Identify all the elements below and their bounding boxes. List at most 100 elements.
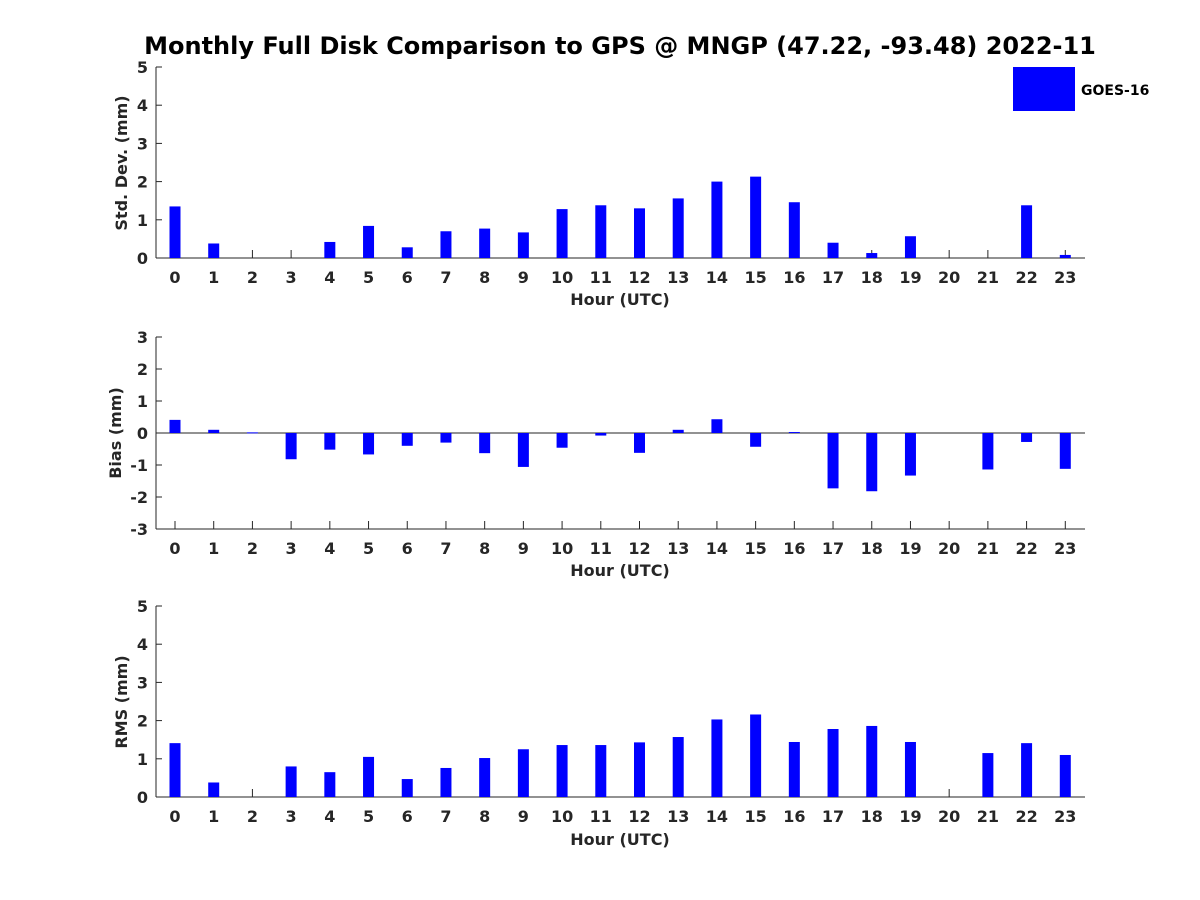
bar-std-dev-hour-8 [479,228,491,258]
y-tick-label: 1 [137,392,148,411]
x-tick-label: 3 [286,539,297,558]
x-tick-label: 2 [247,268,258,287]
bar-rms-hour-11 [595,745,607,797]
x-tick-label: 13 [667,807,689,826]
bar-rms-hour-14 [711,719,723,797]
bar-std-dev-hour-13 [672,198,684,258]
x-tick-label: 12 [628,268,650,287]
x-tick-label: 20 [938,539,960,558]
y-tick-label: 5 [137,58,148,77]
x-tick-label: 18 [861,268,883,287]
x-tick-label: 16 [783,268,805,287]
ylabel-rms: RMS (mm) [112,655,131,748]
bar-bias-hour-0 [169,419,181,433]
bar-rms-hour-17 [827,729,839,797]
x-tick-label: 4 [324,807,335,826]
bar-std-dev-hour-6 [401,247,413,258]
x-tick-label: 11 [590,807,612,826]
x-tick-label: 8 [479,268,490,287]
bar-std-dev-hour-18 [866,253,878,258]
x-tick-label: 5 [363,539,374,558]
x-tick-label: 9 [518,807,529,826]
bar-rms-hour-3 [285,766,297,797]
bar-rms-hour-15 [750,714,762,797]
x-tick-label: 21 [977,539,999,558]
x-tick-label: 9 [518,539,529,558]
x-tick-label: 6 [402,539,413,558]
x-tick-label: 1 [208,539,219,558]
x-tick-label: 10 [551,268,573,287]
x-tick-label: 14 [706,539,728,558]
y-tick-label: 5 [137,597,148,616]
bar-bias-hour-8 [479,433,491,454]
y-tick-label: 2 [137,712,148,731]
bar-bias-hour-3 [285,433,297,460]
y-tick-label: 4 [137,635,148,654]
x-tick-label: 17 [822,807,844,826]
x-tick-label: 23 [1054,807,1076,826]
x-tick-label: 2 [247,539,258,558]
bar-bias-hour-18 [866,433,878,492]
bar-bias-hour-2 [246,432,258,434]
x-tick-label: 9 [518,268,529,287]
x-tick-label: 0 [169,539,180,558]
bar-bias-hour-23 [1059,433,1071,469]
bar-std-dev-hour-23 [1059,254,1071,258]
x-tick-label: 6 [402,268,413,287]
bar-rms-hour-8 [479,758,491,797]
y-tick-label: -3 [130,520,148,539]
bar-bias-hour-15 [750,433,762,447]
bar-bias-hour-6 [401,433,413,446]
bar-std-dev-hour-19 [904,236,916,258]
xlabel-std-dev: Hour (UTC) [570,290,670,309]
x-tick-label: 15 [744,268,766,287]
bar-std-dev-hour-0 [169,206,181,258]
bar-bias-hour-12 [634,433,645,453]
xlabel-rms: Hour (UTC) [570,830,670,849]
bar-rms-hour-13 [672,737,684,797]
x-tick-label: 11 [590,268,612,287]
bar-std-dev-hour-16 [788,202,800,258]
x-tick-label: 22 [1015,539,1037,558]
x-tick-label: 17 [822,268,844,287]
x-tick-label: 12 [628,807,650,826]
x-tick-label: 20 [938,807,960,826]
legend-label: GOES-16 [1081,83,1149,99]
x-tick-label: 15 [744,807,766,826]
x-tick-label: 19 [899,268,921,287]
x-tick-label: 12 [628,539,650,558]
bar-rms-hour-1 [208,782,220,797]
x-tick-label: 19 [899,539,921,558]
y-tick-label: 3 [137,673,148,692]
x-tick-label: 7 [440,539,451,558]
bar-std-dev-hour-14 [711,181,723,258]
x-tick-label: 2 [247,807,258,826]
bar-rms-hour-16 [788,741,800,797]
x-tick-label: 19 [899,807,921,826]
y-tick-label: 4 [137,96,148,115]
ylabel-bias: Bias (mm) [106,387,125,479]
bar-rms-hour-5 [363,756,375,797]
x-tick-label: 7 [440,268,451,287]
x-tick-label: 13 [667,539,689,558]
bar-bias-hour-16 [788,432,800,434]
y-tick-label: 1 [137,750,148,769]
bar-std-dev-hour-7 [440,231,452,258]
bar-rms-hour-19 [904,741,916,797]
bar-bias-hour-22 [1021,433,1033,442]
bar-std-dev-hour-10 [556,209,568,258]
x-tick-label: 17 [822,539,844,558]
x-tick-label: 22 [1015,268,1037,287]
x-tick-label: 18 [861,807,883,826]
x-tick-label: 7 [440,807,451,826]
y-tick-label: 3 [137,328,148,347]
bar-rms-hour-7 [440,767,452,797]
bar-bias-hour-5 [363,433,375,455]
bar-bias-hour-10 [556,433,568,448]
bar-std-dev-hour-5 [363,225,375,258]
y-tick-label: 0 [137,249,148,268]
y-tick-label: 0 [137,788,148,807]
